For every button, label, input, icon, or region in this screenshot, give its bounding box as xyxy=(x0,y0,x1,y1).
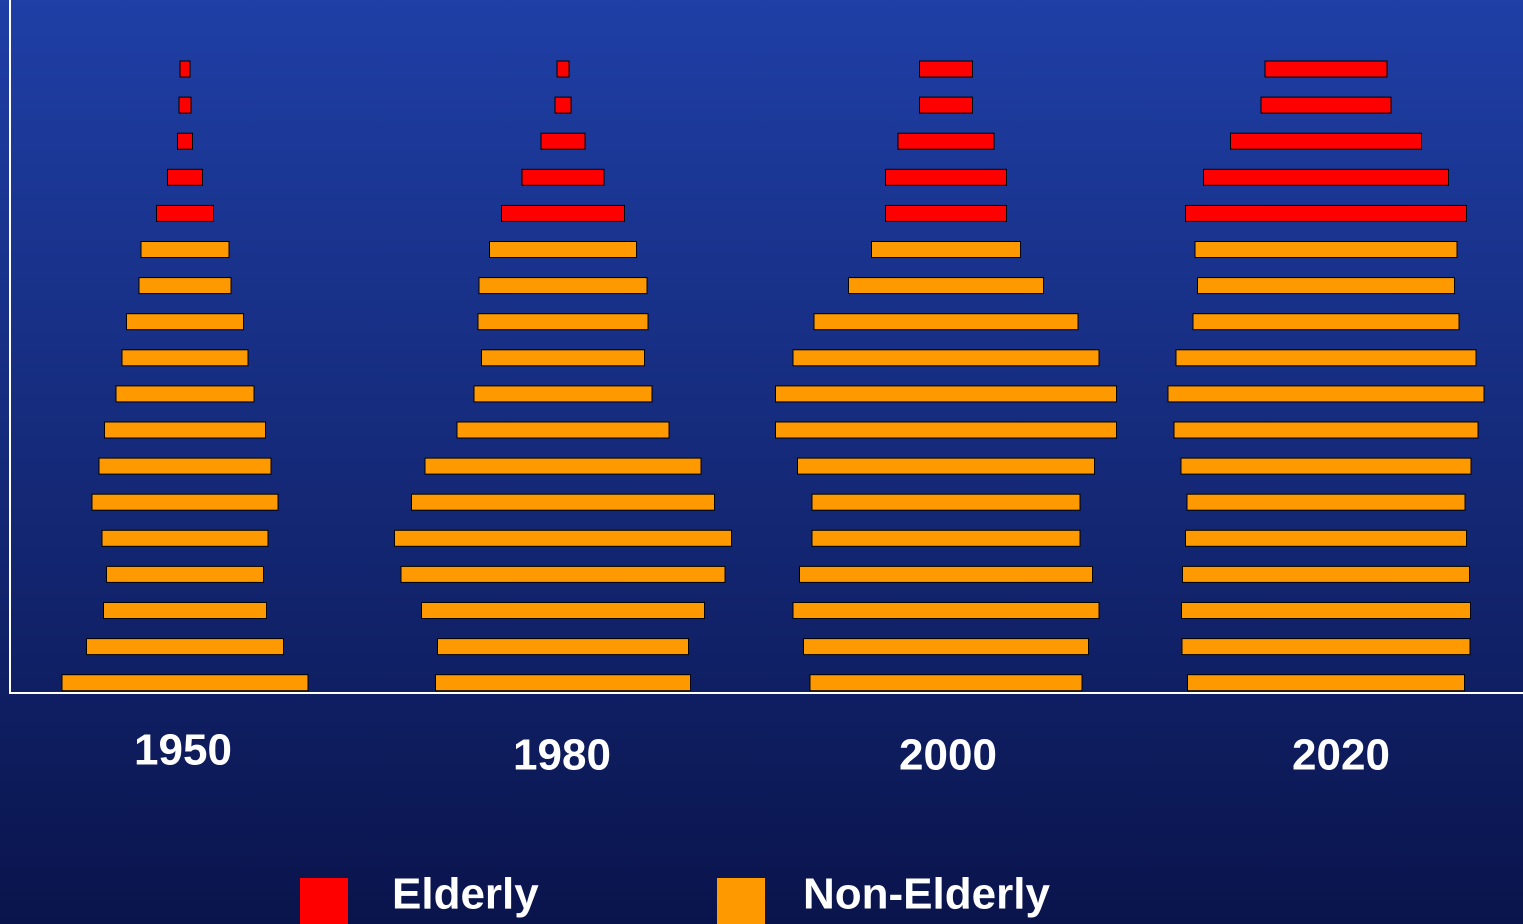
bar xyxy=(478,277,648,295)
bar xyxy=(809,674,1083,692)
bar xyxy=(897,132,995,150)
bar xyxy=(179,60,191,78)
legend-label: Non-Elderly xyxy=(803,870,1050,919)
bar xyxy=(1260,96,1392,114)
bar xyxy=(811,493,1081,511)
bar xyxy=(540,132,586,150)
legend-label: Elderly xyxy=(392,870,539,919)
bar xyxy=(1194,241,1458,258)
panel-label: 2000 xyxy=(899,731,997,780)
bar xyxy=(1230,132,1422,150)
bar xyxy=(1203,168,1449,186)
bar xyxy=(799,565,1093,583)
bar xyxy=(121,349,249,367)
bar xyxy=(554,96,572,114)
bar xyxy=(1167,385,1485,403)
bar xyxy=(1264,60,1388,78)
bar xyxy=(489,241,637,258)
bar xyxy=(138,277,232,295)
bar xyxy=(1192,313,1460,331)
bar xyxy=(556,60,570,78)
bar xyxy=(177,132,193,150)
panel-label: 1950 xyxy=(134,726,232,775)
bar xyxy=(1173,421,1479,439)
bar xyxy=(919,60,973,78)
bar xyxy=(481,349,645,367)
bar xyxy=(104,421,266,439)
bar xyxy=(811,529,1081,547)
bar xyxy=(140,241,230,258)
bar xyxy=(103,602,267,619)
bar xyxy=(885,204,1007,222)
bar xyxy=(813,313,1079,331)
bar xyxy=(1197,277,1455,295)
panel-label: 1980 xyxy=(513,731,611,780)
bar xyxy=(871,241,1021,258)
bar xyxy=(400,565,726,583)
bar xyxy=(919,96,973,114)
panel-label: 2020 xyxy=(1292,731,1390,780)
bar xyxy=(421,602,705,619)
bar xyxy=(156,204,214,222)
bar xyxy=(424,457,702,475)
bar xyxy=(411,493,715,511)
bar xyxy=(394,529,732,547)
bar xyxy=(885,168,1007,186)
bar xyxy=(792,602,1100,619)
legend-swatch xyxy=(717,878,765,924)
bar xyxy=(477,313,649,331)
bar xyxy=(91,493,279,511)
bar xyxy=(1175,349,1477,367)
bar xyxy=(1186,493,1466,511)
bar xyxy=(803,638,1089,656)
bar xyxy=(435,674,691,692)
bar xyxy=(86,638,284,656)
bar xyxy=(1185,204,1467,222)
bar xyxy=(521,168,605,186)
bar xyxy=(797,457,1095,475)
bar xyxy=(126,313,244,331)
bar xyxy=(437,638,689,656)
bar xyxy=(501,204,625,222)
bar xyxy=(61,674,309,692)
legend-swatch xyxy=(300,878,348,924)
bar xyxy=(1181,602,1471,619)
bar xyxy=(178,96,192,114)
bar xyxy=(792,349,1100,367)
bar xyxy=(167,168,203,186)
bar xyxy=(98,457,272,475)
bar xyxy=(456,421,670,439)
bar xyxy=(1185,529,1467,547)
bar xyxy=(106,565,264,583)
bar xyxy=(1180,457,1472,475)
bar xyxy=(473,385,653,403)
bar xyxy=(101,529,269,547)
bar xyxy=(1182,565,1470,583)
bar xyxy=(775,421,1117,439)
bar xyxy=(1187,674,1465,692)
bar xyxy=(1181,638,1471,656)
bar xyxy=(848,277,1044,295)
bar xyxy=(115,385,255,403)
bar xyxy=(775,385,1117,403)
